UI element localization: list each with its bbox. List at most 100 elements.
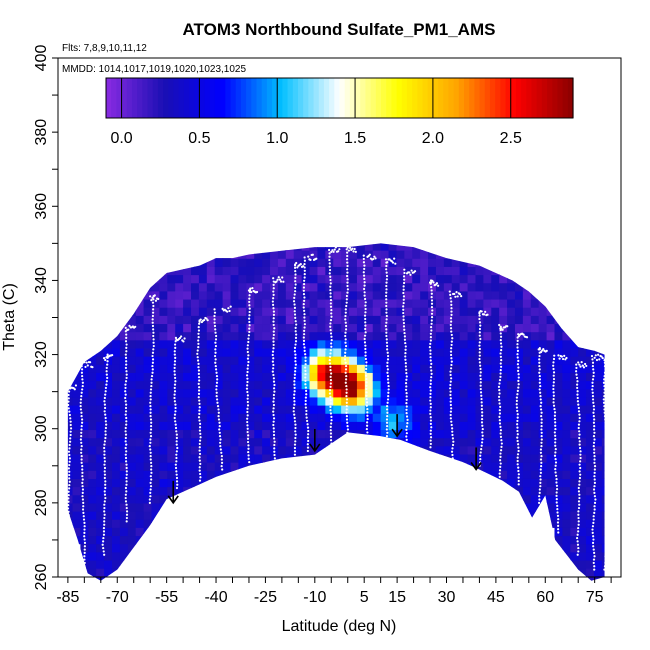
heatmap-cell — [562, 494, 571, 504]
profile-point — [368, 253, 371, 256]
heatmap-cell — [127, 519, 137, 528]
profile-point — [150, 299, 153, 302]
heatmap-cell — [451, 380, 461, 390]
profile-point — [364, 297, 367, 301]
heatmap-cell — [127, 372, 137, 382]
heatmap-cell — [396, 421, 405, 431]
heatmap-cell — [610, 527, 619, 536]
heatmap-cell — [104, 421, 113, 431]
profile-point — [104, 496, 107, 500]
profile-point — [554, 468, 557, 471]
profile-point — [82, 515, 85, 518]
heatmap-cell — [222, 356, 232, 365]
heatmap-cell — [143, 307, 153, 316]
profile-point — [553, 417, 557, 421]
heatmap-cell — [72, 462, 81, 471]
heatmap-cell — [333, 356, 342, 365]
profile-point — [402, 288, 405, 291]
heatmap-cell — [151, 413, 161, 422]
heatmap-cell — [151, 388, 161, 398]
profile-point — [173, 396, 176, 400]
heatmap-cell — [507, 290, 516, 300]
heatmap-cell — [309, 404, 319, 414]
heatmap-cell — [246, 421, 255, 431]
colorbar-swatch — [220, 78, 226, 118]
heatmap-cell — [135, 453, 145, 463]
heatmap-cell — [80, 388, 89, 398]
heatmap-cell — [167, 462, 176, 471]
heatmap-cell — [356, 250, 366, 259]
heatmap-cell — [412, 307, 421, 316]
profile-point — [174, 380, 177, 383]
heatmap-cell — [443, 258, 453, 267]
profile-point — [197, 396, 200, 399]
y-tick-label: 260 — [33, 564, 50, 591]
profile-point — [149, 398, 152, 401]
heatmap-cell — [499, 437, 508, 447]
profile-point — [386, 354, 390, 358]
heatmap-cell — [151, 462, 161, 471]
heatmap-cell — [428, 404, 437, 414]
heatmap-cell — [214, 258, 224, 267]
profile-point — [605, 445, 608, 448]
profile-point — [272, 430, 276, 433]
heatmap-cell — [127, 396, 137, 406]
profile-point — [329, 405, 332, 408]
profile-point — [124, 456, 128, 460]
heatmap-cell — [151, 323, 161, 333]
heatmap-cell — [594, 478, 603, 488]
x-tick-label: -25 — [254, 589, 277, 606]
heatmap-cell — [349, 290, 358, 300]
heatmap-cell — [594, 388, 603, 398]
profile-point — [592, 374, 595, 378]
profile-point — [329, 302, 332, 305]
heatmap-cell — [238, 470, 247, 479]
heatmap-cell — [451, 266, 461, 276]
heatmap-cell — [546, 445, 556, 455]
profile-point — [278, 278, 282, 281]
profile-point — [81, 388, 84, 391]
heatmap-cell — [372, 380, 382, 390]
profile-point — [385, 268, 388, 271]
profile-point — [593, 438, 596, 441]
heatmap-cell — [191, 437, 200, 447]
profile-point — [175, 456, 178, 460]
profile-point — [307, 433, 310, 436]
profile-point — [102, 526, 106, 530]
profile-point — [104, 420, 107, 423]
heatmap-cell — [570, 356, 579, 365]
heatmap-cell — [277, 396, 287, 406]
profile-point — [554, 461, 558, 464]
heatmap-cell — [412, 323, 421, 333]
heatmap-cell — [175, 356, 184, 365]
heatmap-cell — [301, 250, 311, 259]
heatmap-cell — [127, 543, 137, 553]
profile-point — [82, 518, 86, 521]
heatmap-cell — [459, 380, 469, 390]
heatmap-cell — [285, 347, 295, 357]
profile-point — [344, 361, 347, 364]
profile-point — [153, 294, 156, 297]
profile-point — [429, 366, 432, 369]
heatmap-cell — [206, 274, 216, 284]
profile-point — [577, 423, 581, 426]
profile-point — [578, 463, 581, 466]
heatmap-cell — [285, 243, 295, 251]
heatmap-cell — [262, 437, 271, 447]
profile-point — [329, 298, 333, 302]
profile-point — [104, 486, 107, 490]
profile-point — [575, 370, 578, 373]
profile-point — [405, 378, 408, 381]
heatmap-cell — [420, 331, 429, 341]
flight-profile — [384, 257, 397, 438]
profile-point — [271, 350, 275, 353]
heatmap-cell — [483, 380, 492, 390]
profile-point — [552, 364, 555, 367]
colorbar-swatch — [292, 78, 299, 118]
profile-point — [329, 278, 332, 282]
profile-point — [602, 381, 606, 384]
profile-point — [590, 354, 594, 358]
profile-point — [329, 402, 332, 405]
heatmap-cell — [222, 388, 232, 398]
heatmap-cell — [285, 445, 295, 455]
